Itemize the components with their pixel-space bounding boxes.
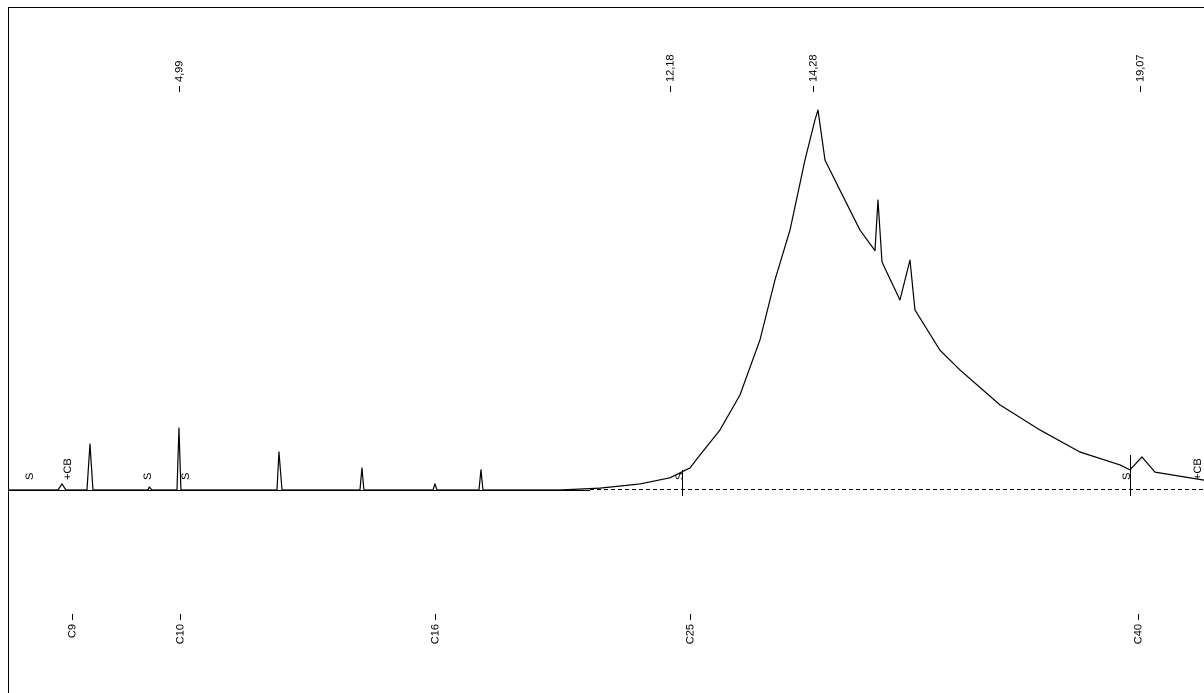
peak-annotation: S	[674, 473, 686, 480]
retention-time-label: 12,18	[664, 54, 676, 82]
retention-time-label: 4,99	[173, 61, 185, 82]
retention-time-label: 19,07	[1134, 54, 1146, 82]
peak-annotation: S	[1121, 473, 1133, 480]
peak-annotation: S	[180, 473, 192, 480]
marker-label: C40	[1132, 624, 1144, 644]
marker-label: C25	[684, 624, 696, 644]
trace	[8, 109, 1204, 491]
peak-annotation: +CB	[1192, 458, 1204, 480]
peak-annotation: S	[142, 473, 154, 480]
marker-label: C16	[429, 624, 441, 644]
peak-annotation: S	[24, 473, 36, 480]
marker-label: C10	[174, 624, 186, 644]
peak-annotation: +CB	[62, 458, 74, 480]
marker-label: C9	[66, 624, 78, 638]
retention-time-label: 14,28	[807, 54, 819, 82]
